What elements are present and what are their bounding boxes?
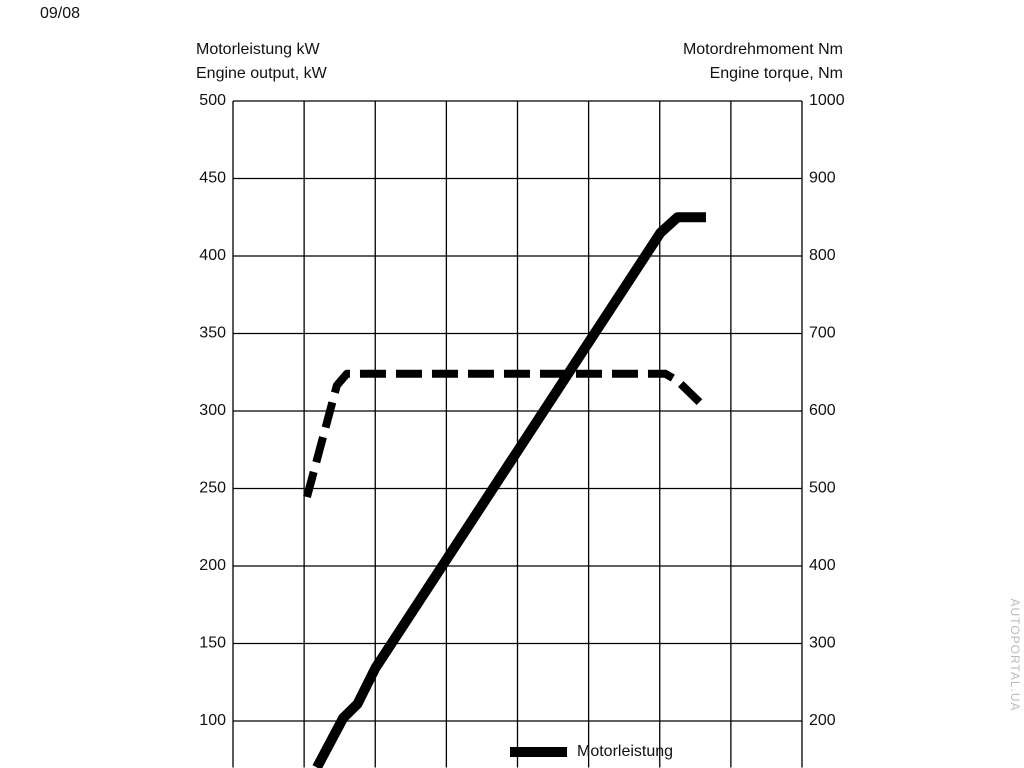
legend-label: Motorleistung <box>577 743 673 760</box>
y2-axis-title: Engine torque, Nm <box>710 65 843 82</box>
y-tick-label: 500 <box>199 92 226 109</box>
y2-tick-label: 400 <box>809 557 836 574</box>
y-tick-label: 400 <box>199 247 226 264</box>
watermark: AUTOPORTAL.UA <box>1008 598 1022 711</box>
y2-axis-title: Motordrehmoment Nm <box>683 41 843 58</box>
y-tick-label: 350 <box>199 325 226 342</box>
solid-line <box>312 212 706 768</box>
y2-tick-label: 700 <box>809 325 836 342</box>
y2-tick-label: 900 <box>809 170 836 187</box>
y2-tick-label: 200 <box>809 712 836 729</box>
y-tick-label: 300 <box>199 402 226 419</box>
date-label: 09/08 <box>40 5 80 22</box>
y2-tick-label: 500 <box>809 480 836 497</box>
y-tick-label: 100 <box>199 712 226 729</box>
y2-tick-label: 600 <box>809 402 836 419</box>
y-tick-label: 250 <box>199 480 226 497</box>
y-axis-title: Engine output, kW <box>196 65 328 82</box>
y-tick-label: 200 <box>199 557 226 574</box>
y-tick-label: 450 <box>199 170 226 187</box>
dashed-line <box>303 369 707 499</box>
y2-tick-label: 300 <box>809 635 836 652</box>
y-axis-title: Motorleistung kW <box>196 41 320 58</box>
y2-tick-label: 800 <box>809 247 836 264</box>
y-tick-label: 150 <box>199 635 226 652</box>
y2-tick-label: 1000 <box>809 92 845 109</box>
